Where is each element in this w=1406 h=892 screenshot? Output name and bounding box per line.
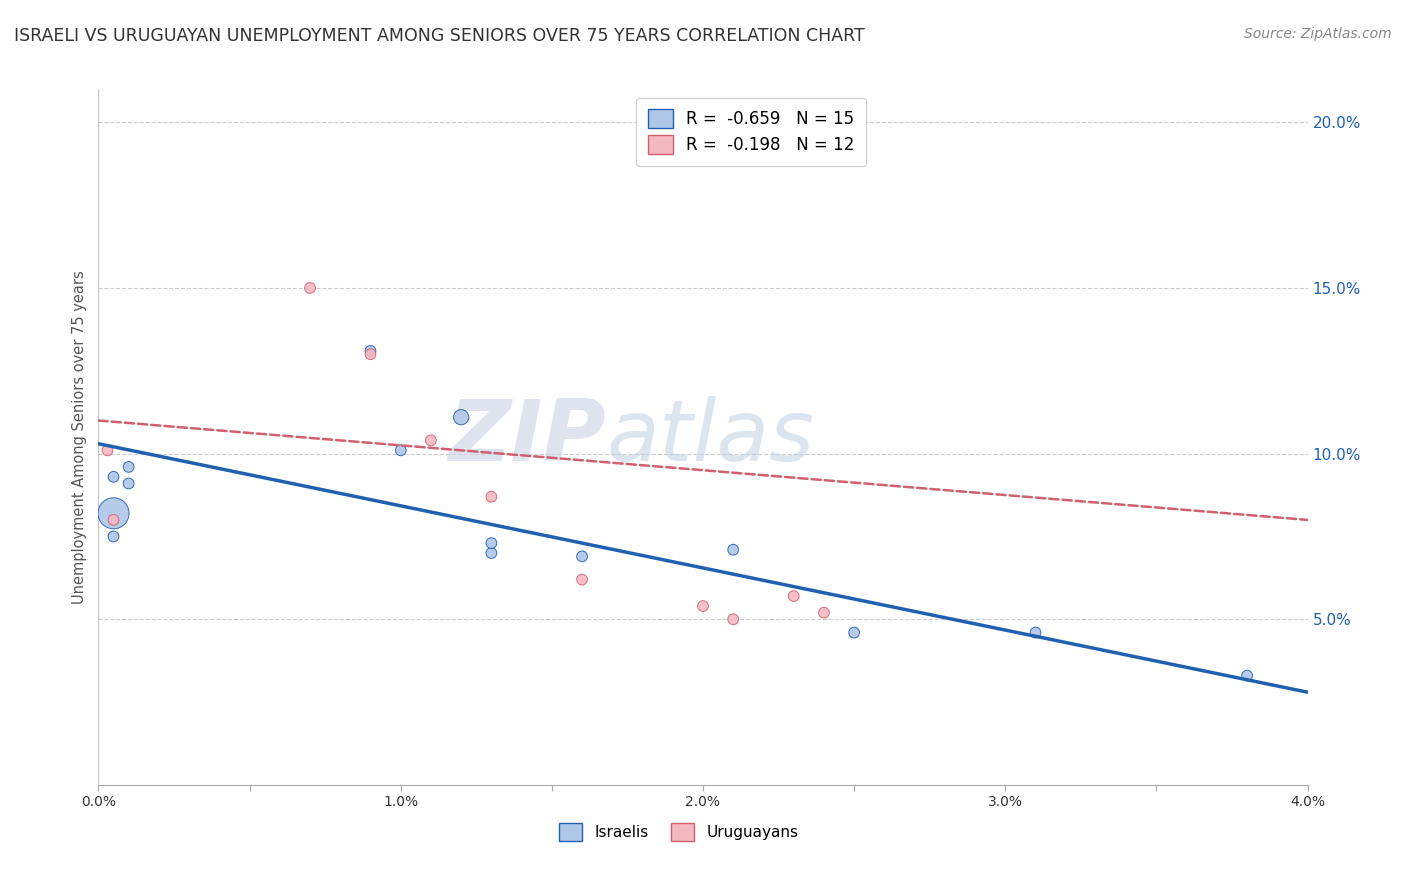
Point — [118, 459, 141, 474]
Point — [723, 612, 745, 626]
Point — [103, 506, 125, 520]
Point — [450, 410, 472, 425]
Legend: Israelis, Uruguayans: Israelis, Uruguayans — [553, 817, 804, 847]
Point — [1236, 668, 1258, 682]
Point — [844, 625, 866, 640]
Point — [360, 343, 382, 358]
Y-axis label: Unemployment Among Seniors over 75 years: Unemployment Among Seniors over 75 years — [72, 270, 87, 604]
Text: atlas: atlas — [606, 395, 814, 479]
Point — [571, 549, 593, 564]
Point — [481, 490, 503, 504]
Point — [481, 536, 503, 550]
Point — [299, 281, 322, 295]
Text: ZIP: ZIP — [449, 395, 606, 479]
Point — [118, 476, 141, 491]
Point — [103, 529, 125, 543]
Point — [1025, 625, 1047, 640]
Text: Source: ZipAtlas.com: Source: ZipAtlas.com — [1244, 27, 1392, 41]
Point — [481, 546, 503, 560]
Point — [813, 606, 835, 620]
Text: ISRAELI VS URUGUAYAN UNEMPLOYMENT AMONG SENIORS OVER 75 YEARS CORRELATION CHART: ISRAELI VS URUGUAYAN UNEMPLOYMENT AMONG … — [14, 27, 865, 45]
Point — [692, 599, 714, 613]
Point — [96, 443, 118, 458]
Point — [360, 347, 382, 361]
Point — [783, 589, 806, 603]
Point — [389, 443, 412, 458]
Point — [571, 573, 593, 587]
Point — [103, 513, 125, 527]
Point — [723, 542, 745, 557]
Point — [420, 434, 443, 448]
Point — [103, 470, 125, 484]
Point — [813, 115, 835, 129]
